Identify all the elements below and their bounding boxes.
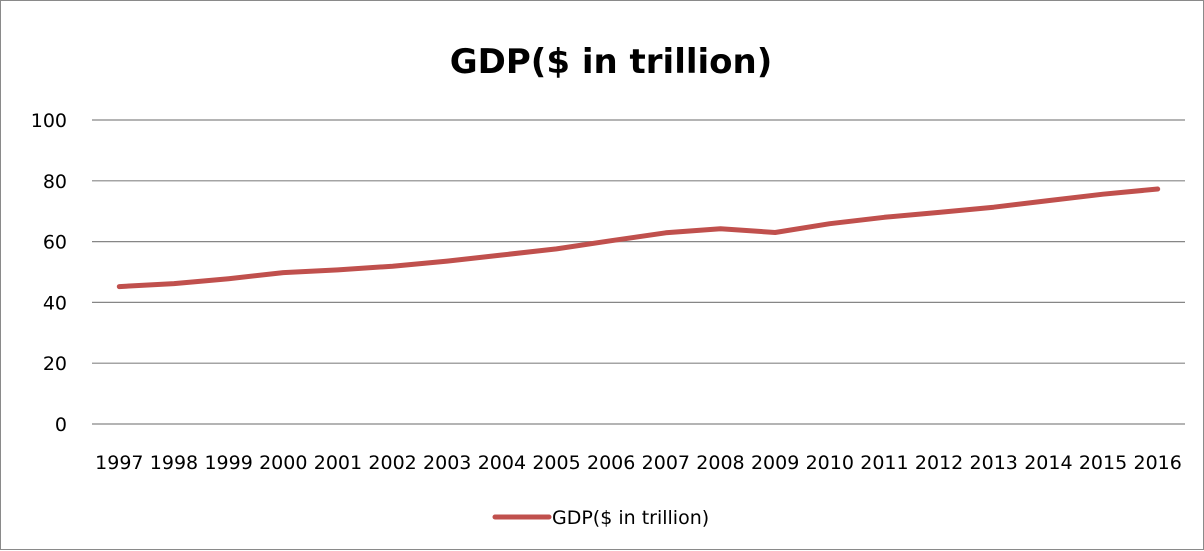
x-tick-label: 2000 xyxy=(259,452,307,474)
x-tick-label: 2005 xyxy=(532,452,580,474)
x-tick-label: 2008 xyxy=(696,452,744,474)
x-tick-label: 1997 xyxy=(95,452,143,474)
x-tick-label: 1998 xyxy=(150,452,198,474)
y-tick-label: 60 xyxy=(43,232,67,254)
x-tick-label: 2001 xyxy=(314,452,362,474)
x-tick-label: 2013 xyxy=(970,452,1018,474)
legend-label: GDP($ in trillion) xyxy=(552,507,709,529)
x-axis-tick-labels: 1997 1998 1999 2000 2001 2002 2003 2004 2005 2006… xyxy=(95,452,1182,474)
chart-title: GDP($ in trillion) xyxy=(450,42,773,82)
x-tick-label: 2014 xyxy=(1024,452,1072,474)
x-tick-label: 2004 xyxy=(478,452,526,474)
x-tick-label: 2015 xyxy=(1079,452,1127,474)
x-tick-label: 2007 xyxy=(642,452,690,474)
y-axis-tick-labels: 0 20 40 60 80 100 xyxy=(31,110,67,436)
y-tick-label: 100 xyxy=(31,110,67,132)
x-tick-label: 2009 xyxy=(751,452,799,474)
x-tick-label: 1999 xyxy=(204,452,252,474)
series-lines xyxy=(116,186,1161,290)
x-tick-label: 2012 xyxy=(915,452,963,474)
y-tick-label: 40 xyxy=(43,292,67,314)
y-tick-label: 80 xyxy=(43,171,67,193)
x-tick-label: 2016 xyxy=(1133,452,1181,474)
x-tick-label: 2010 xyxy=(806,452,854,474)
x-tick-label: 2003 xyxy=(423,452,471,474)
y-tick-label: 20 xyxy=(43,353,67,375)
x-tick-label: 2002 xyxy=(368,452,416,474)
x-tick-label: 2006 xyxy=(587,452,635,474)
legend: GDP($ in trillion) xyxy=(492,507,709,529)
series-line xyxy=(116,186,1161,290)
x-tick-label: 2011 xyxy=(860,452,908,474)
y-tick-label: 0 xyxy=(55,414,67,436)
gridlines xyxy=(92,119,1185,425)
